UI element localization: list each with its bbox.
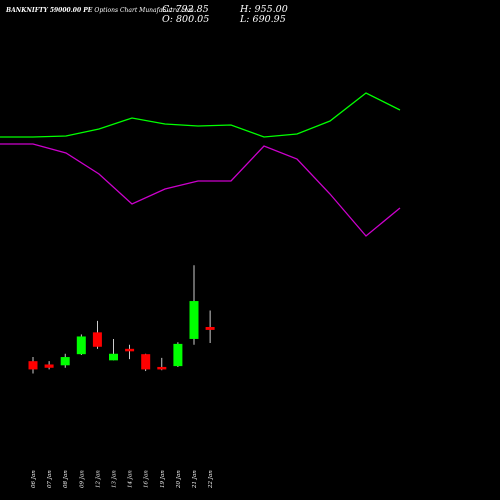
x-tick-label: 19 Jan (160, 470, 166, 488)
candle-09-jan (76, 334, 86, 355)
open-value: O: 800.05 (162, 14, 210, 25)
x-tick-label: 06 Jan (31, 470, 37, 488)
low-value: L: 690.95 (240, 14, 286, 25)
candle-14-jan (125, 344, 135, 360)
high-value: H: 955.00 (240, 4, 288, 15)
candle-body (205, 327, 215, 330)
subtitle-label: Options Chart MunafaSutra.com (94, 7, 194, 14)
candle-22-jan (205, 310, 215, 344)
candle-16-jan (141, 353, 151, 372)
candle-body (109, 353, 118, 361)
candle-body (44, 364, 54, 368)
candle-body (173, 343, 183, 367)
lower-band-line (0, 143, 401, 237)
x-axis-ticks: 06 Jan 07 Jan 08 Jan 09 Jan 12 Jan 13 Jan 14 J… (31, 470, 214, 489)
x-tick-label: 08 Jan (63, 470, 69, 488)
candle-19-jan (157, 357, 167, 371)
candles-layer (28, 265, 215, 374)
x-tick-label: 21 Jan (192, 470, 198, 489)
close-value: C: 792.85 (162, 4, 209, 15)
upper-band-line (0, 92, 401, 138)
candle-13-jan (109, 338, 118, 361)
candle-body (141, 354, 151, 370)
x-tick-label: 16 Jan (144, 470, 150, 488)
candle-21-jan (189, 265, 199, 345)
x-tick-label: 12 Jan (95, 470, 101, 488)
candle-12-jan (92, 320, 102, 349)
x-tick-label: 09 Jan (79, 470, 85, 488)
x-tick-label: 14 Jan (128, 470, 134, 488)
candle-body (60, 357, 70, 366)
candle-07-jan (44, 361, 54, 370)
candle-body (157, 366, 167, 370)
x-tick-label: 22 Jan (208, 470, 214, 489)
candle-08-jan (60, 353, 70, 368)
x-tick-label: 20 Jan (176, 470, 182, 489)
bands-layer (0, 92, 401, 237)
symbol-label: BANKNIFTY 59000.00 PE (6, 7, 93, 14)
candle-20-jan (173, 342, 183, 367)
x-tick-label: 07 Jan (47, 470, 53, 488)
candle-body (76, 336, 86, 355)
candle-body (189, 301, 199, 339)
candle-body (125, 348, 135, 352)
x-tick-label: 13 Jan (112, 470, 118, 488)
candle-body (28, 361, 38, 370)
candle-body (92, 332, 102, 347)
chart-title: BANKNIFTY 59000.00 PE Options Chart Muna… (6, 7, 194, 14)
candle-06-jan (28, 357, 38, 374)
